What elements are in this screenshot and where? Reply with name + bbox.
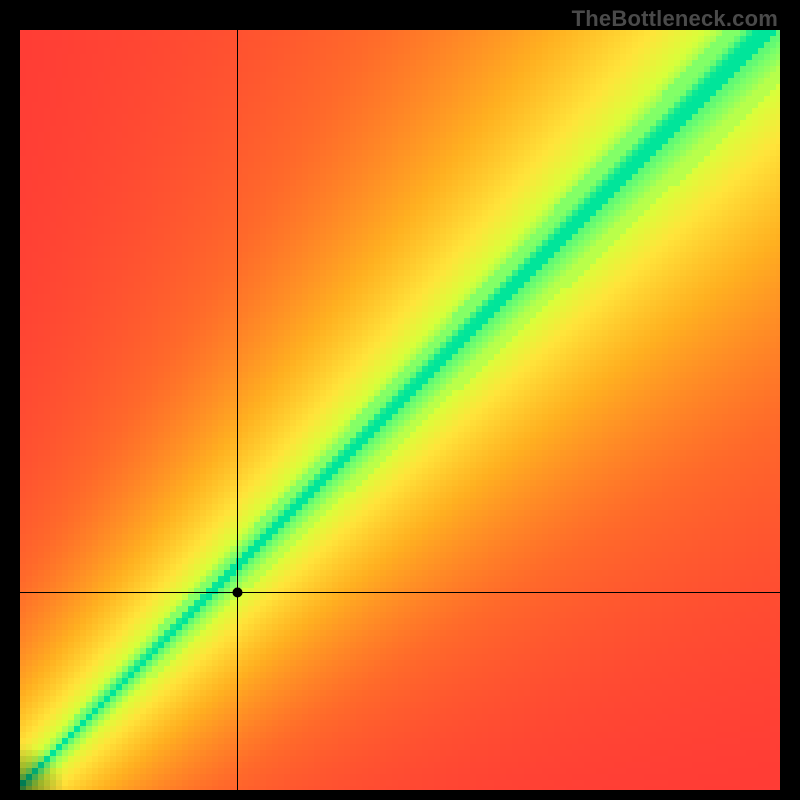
chart-container: TheBottleneck.com <box>0 0 800 800</box>
heatmap-canvas <box>20 30 780 790</box>
watermark-text: TheBottleneck.com <box>572 6 778 32</box>
